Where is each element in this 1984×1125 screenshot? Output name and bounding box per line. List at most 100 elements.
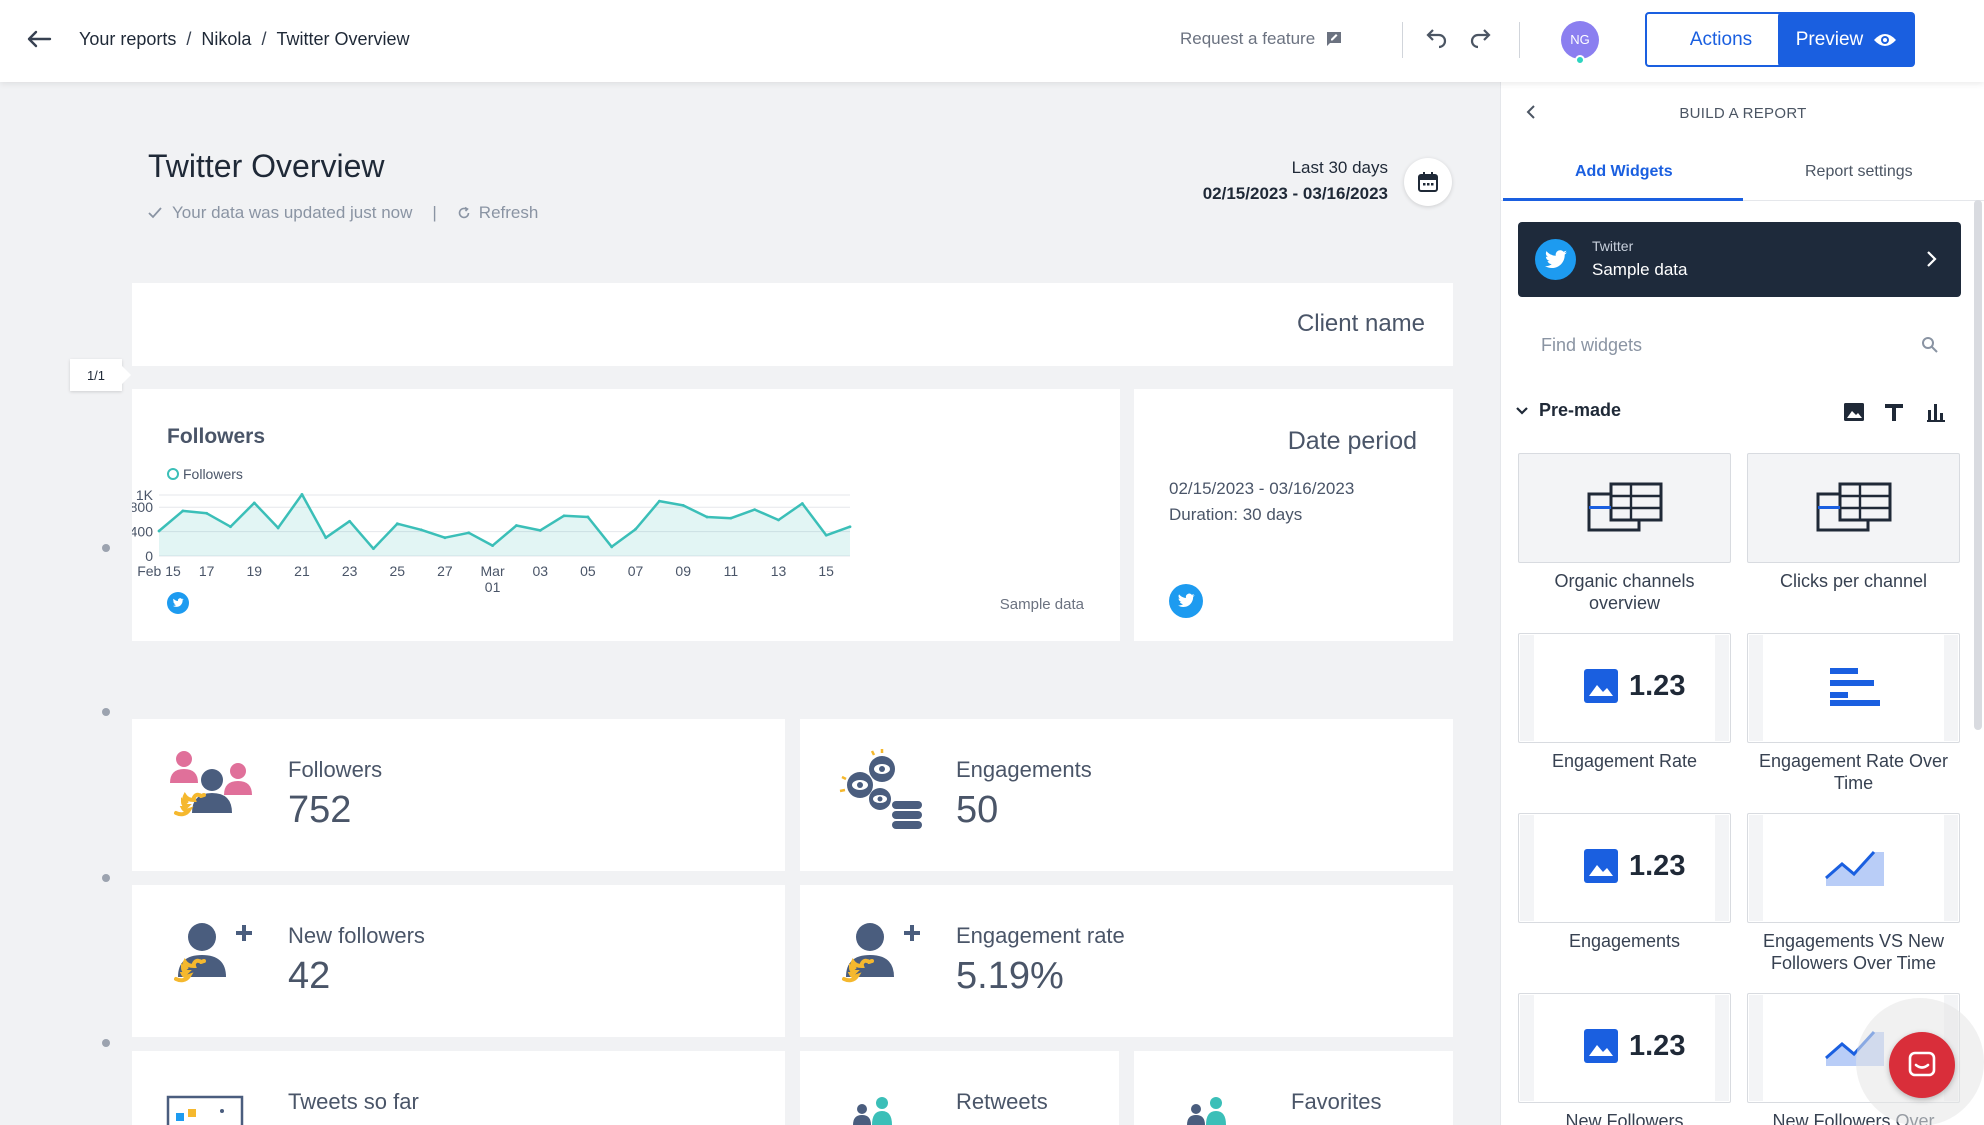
tab-add-widgets[interactable]: Add Widgets — [1575, 163, 1673, 180]
widget-engagement-rate-over-time[interactable] — [1747, 633, 1960, 743]
update-status: Your data was updated just now | Refresh — [148, 203, 538, 223]
add-user-icon — [174, 923, 252, 983]
date-period-widget[interactable]: Date period 02/15/2023 - 03/16/2023 Dura… — [1134, 389, 1453, 641]
engagement-rate-kpi-widget[interactable]: Engagement rate 5.19% — [800, 885, 1453, 1037]
breadcrumb-separator: / — [261, 29, 267, 49]
sample-number: 1.23 — [1629, 1029, 1686, 1062]
widget-organic-channels[interactable] — [1518, 453, 1731, 563]
data-point — [181, 509, 185, 513]
request-feature-link[interactable]: Request a feature — [1180, 29, 1343, 49]
refresh-icon — [458, 206, 470, 219]
data-point — [491, 544, 494, 548]
chat-button[interactable] — [1889, 1032, 1955, 1098]
widget-engagements[interactable]: 1.23 — [1518, 813, 1731, 923]
duration-value: 30 days — [1242, 505, 1303, 524]
breadcrumb-nikola[interactable]: Nikola — [201, 29, 252, 49]
data-point — [157, 529, 161, 533]
data-point — [252, 501, 256, 505]
data-point — [515, 524, 518, 527]
tweets-kpi-widget[interactable]: Tweets so far — [132, 1051, 785, 1125]
back-arrow-icon[interactable] — [24, 24, 54, 54]
new-followers-kpi-widget[interactable]: New followers 42 — [132, 885, 785, 1037]
data-point — [753, 508, 757, 512]
chat-icon — [1908, 1051, 1936, 1077]
y-tick-label: 400 — [132, 524, 153, 540]
retweets-icon — [853, 1097, 892, 1125]
preview-button[interactable]: Preview — [1778, 12, 1915, 67]
premade-section-toggle[interactable]: Pre-made — [1515, 400, 1621, 421]
x-tick-label: 25 — [389, 563, 405, 579]
duration-label: Duration: — [1169, 505, 1238, 524]
preview-label: Preview — [1795, 28, 1864, 50]
breadcrumb-your-reports[interactable]: Your reports — [79, 29, 177, 49]
layout-icon — [1587, 482, 1663, 532]
image-icon — [1584, 849, 1618, 883]
row-handle[interactable] — [102, 874, 110, 882]
add-user-icon — [842, 923, 920, 983]
search-input[interactable] — [1518, 320, 1961, 370]
actions-button[interactable]: Actions — [1645, 12, 1797, 67]
kpi-label: Followers — [288, 757, 383, 782]
kpi-value: 752 — [288, 789, 352, 831]
x-tick-label: 13 — [771, 563, 787, 579]
collapse-panel-icon[interactable] — [1523, 104, 1539, 125]
retweets-kpi-widget[interactable]: Retweets — [800, 1051, 1119, 1125]
avatar[interactable]: NG — [1561, 21, 1599, 59]
data-point — [348, 519, 352, 523]
text-filter-icon[interactable] — [1882, 400, 1906, 424]
x-tick-label: 09 — [675, 563, 691, 579]
favorites-kpi-widget[interactable]: Favorites — [1134, 1051, 1453, 1125]
tab-report-settings[interactable]: Report settings — [1805, 163, 1913, 180]
x-tick-label: 27 — [437, 563, 453, 579]
widget-new-followers[interactable]: 1.23 — [1518, 993, 1731, 1103]
row-handle[interactable] — [102, 544, 110, 552]
widget-engagements-vs-new-followers[interactable] — [1747, 813, 1960, 923]
search-icon[interactable] — [1921, 336, 1939, 354]
chart-title: Followers — [167, 425, 266, 448]
data-point — [562, 514, 566, 518]
image-filter-icon[interactable] — [1842, 400, 1866, 424]
engagements-icon — [839, 749, 922, 829]
redo-icon[interactable] — [1466, 26, 1496, 54]
followers-chart-widget[interactable]: Followers Followers 0 400 800 1K Feb 15 17 19 2… — [132, 389, 1120, 641]
top-bar: Your reports / Nikola / Twitter Overview Req… — [0, 0, 1984, 82]
x-tick-label: 07 — [628, 563, 644, 579]
source-kicker: Twitter — [1592, 238, 1634, 254]
widget-clicks-per-channel[interactable] — [1747, 453, 1960, 563]
y-tick-label: 800 — [132, 499, 153, 515]
chart-legend: Followers — [167, 466, 243, 482]
data-point — [395, 522, 399, 526]
client-name-card[interactable]: Client name — [132, 283, 1453, 366]
engagements-kpi-widget[interactable]: Engagements 50 — [800, 719, 1453, 871]
data-point — [300, 492, 304, 496]
panel-scrollbar[interactable] — [1974, 200, 1982, 730]
report-canvas: Twitter Overview Your data was updated j… — [0, 82, 1500, 1125]
data-point — [276, 526, 280, 530]
legend-label: Followers — [183, 466, 243, 482]
data-source-selector[interactable]: Twitter Sample data — [1518, 222, 1961, 297]
x-tick-label: 21 — [294, 563, 310, 579]
widget-engagement-rate[interactable]: 1.23 — [1518, 633, 1731, 743]
data-point — [610, 545, 614, 549]
kpi-label: Retweets — [956, 1089, 1048, 1114]
row-handle[interactable] — [102, 708, 110, 716]
data-point — [705, 515, 709, 519]
undo-icon[interactable] — [1421, 26, 1451, 54]
chart-filter-icon[interactable] — [1924, 400, 1948, 424]
widget-label: Clicks per channel — [1779, 571, 1928, 591]
row-handle[interactable] — [102, 1039, 110, 1047]
divider — [1402, 22, 1403, 58]
data-point — [848, 525, 852, 529]
image-icon — [1584, 1029, 1618, 1063]
calendar-button[interactable] — [1404, 158, 1452, 206]
status-separator: | — [432, 203, 437, 222]
page-title[interactable]: Twitter Overview — [148, 148, 385, 184]
chevron-right-icon — [1927, 251, 1937, 267]
widget-label: New Followers — [1565, 1111, 1684, 1125]
client-name[interactable]: Client name — [1296, 310, 1425, 337]
refresh-link[interactable]: Refresh — [457, 203, 538, 223]
followers-kpi-widget[interactable]: Followers 752 — [132, 719, 785, 871]
data-point — [586, 515, 590, 519]
twitter-logo-icon — [1535, 239, 1576, 280]
